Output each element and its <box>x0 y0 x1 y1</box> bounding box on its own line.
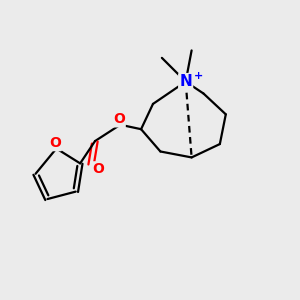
Text: +: + <box>194 71 203 81</box>
Text: N: N <box>179 74 192 89</box>
Text: O: O <box>113 112 125 126</box>
Text: O: O <box>92 162 104 176</box>
Text: O: O <box>49 136 61 150</box>
